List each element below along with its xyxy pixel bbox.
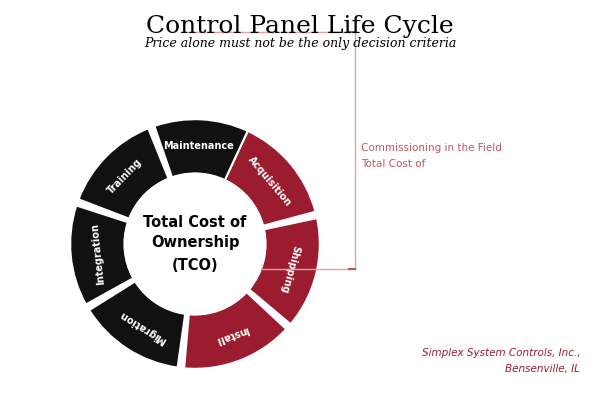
- Text: Training: Training: [106, 156, 144, 196]
- Text: Integration: Integration: [89, 223, 106, 286]
- Text: Price alone must not be the only decision criteria: Price alone must not be the only decisio…: [144, 37, 456, 50]
- Text: Total Cost of: Total Cost of: [361, 159, 425, 169]
- Text: Install: Install: [214, 324, 250, 345]
- Wedge shape: [249, 218, 320, 324]
- Text: Total Cost of: Total Cost of: [143, 215, 247, 230]
- Wedge shape: [154, 119, 248, 180]
- Text: (TCO): (TCO): [172, 258, 218, 273]
- Text: Maintenance: Maintenance: [163, 142, 234, 152]
- Text: Acquisition: Acquisition: [246, 154, 293, 208]
- Text: Shipping: Shipping: [278, 244, 301, 294]
- Wedge shape: [70, 206, 133, 304]
- Text: Control Panel Life Cycle: Control Panel Life Cycle: [146, 15, 454, 38]
- Circle shape: [124, 174, 266, 314]
- Wedge shape: [225, 131, 316, 226]
- Text: Migration: Migration: [118, 308, 169, 345]
- Text: Commissioning in the Field: Commissioning in the Field: [361, 143, 502, 153]
- Text: Bensenville, IL: Bensenville, IL: [505, 364, 580, 374]
- Wedge shape: [184, 292, 286, 369]
- Text: Simplex System Controls, Inc.,: Simplex System Controls, Inc.,: [421, 348, 580, 358]
- Wedge shape: [79, 128, 169, 219]
- Text: Ownership: Ownership: [151, 235, 239, 250]
- Wedge shape: [89, 281, 185, 368]
